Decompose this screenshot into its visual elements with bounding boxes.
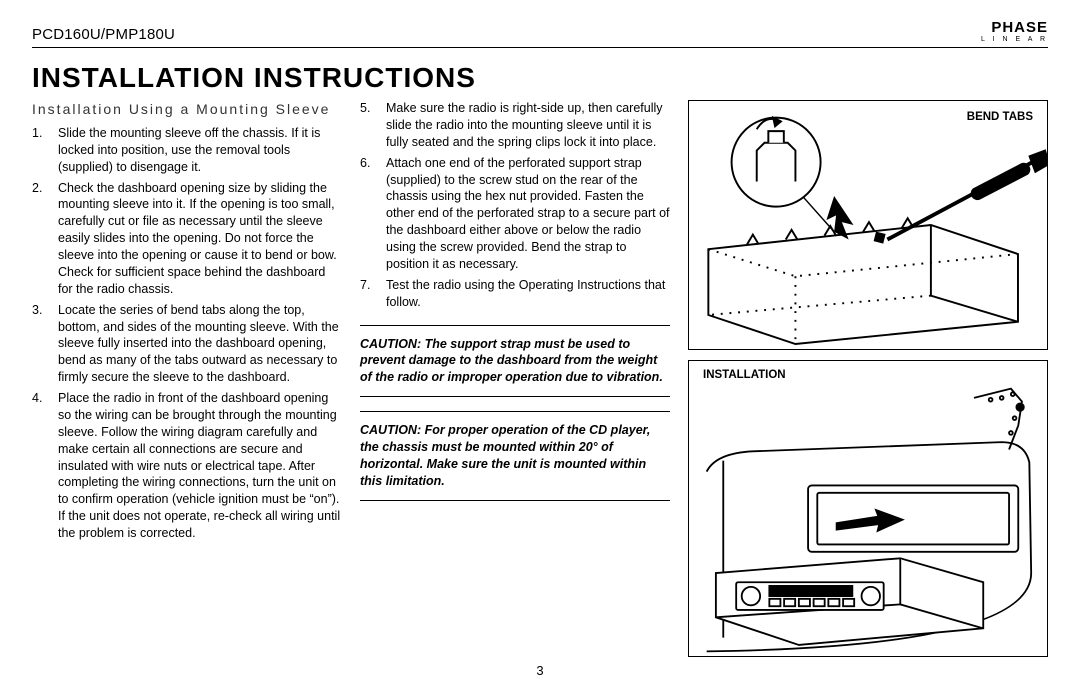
caution-rule <box>360 500 670 501</box>
caution-block: CAUTION: The support strap must be used … <box>360 325 670 398</box>
header: PCD160U/PMP180U PHASE L I N E A R <box>32 20 1048 48</box>
caution-block: CAUTION: For proper operation of the CD … <box>360 411 670 501</box>
figure-bend-tabs: BEND TABS <box>688 100 1048 350</box>
caution-text: CAUTION: For proper operation of the CD … <box>360 418 670 494</box>
instruction-step: Test the radio using the Operating Instr… <box>386 277 670 311</box>
radio-display-text: FM 106.7 <box>797 588 825 595</box>
page-number: 3 <box>32 663 1048 678</box>
caution-text: CAUTION: The support strap must be used … <box>360 332 670 391</box>
instruction-step: Make sure the radio is right-side up, th… <box>386 100 670 151</box>
manual-page: PCD160U/PMP180U PHASE L I N E A R INSTAL… <box>32 20 1048 678</box>
bend-tabs-illustration-icon <box>689 101 1047 349</box>
installation-illustration-icon: FM 106.7 <box>689 361 1047 656</box>
caution-rule <box>360 411 670 412</box>
figure-label: BEND TABS <box>967 111 1033 123</box>
caution-rule <box>360 325 670 326</box>
page-title: INSTALLATION INSTRUCTIONS <box>32 62 1048 94</box>
figure-installation: INSTALLATION <box>688 360 1048 657</box>
column-middle: Make sure the radio is right-side up, th… <box>360 100 670 657</box>
content-columns: Installation Using a Mounting Sleeve Sli… <box>32 100 1048 657</box>
model-number: PCD160U/PMP180U <box>32 26 175 43</box>
column-right: BEND TABS <box>688 100 1048 657</box>
brand-logo: PHASE L I N E A R <box>981 20 1048 43</box>
instruction-step: Check the dashboard opening size by slid… <box>58 180 342 298</box>
instruction-list-mid: Make sure the radio is right-side up, th… <box>360 100 670 311</box>
column-left: Installation Using a Mounting Sleeve Sli… <box>32 100 342 657</box>
instruction-step: Place the radio in front of the dashboar… <box>58 390 342 542</box>
brand-main-text: PHASE <box>991 20 1048 35</box>
instruction-list-left: Slide the mounting sleeve off the chassi… <box>32 125 342 542</box>
instruction-step: Locate the series of bend tabs along the… <box>58 302 342 386</box>
instruction-step: Attach one end of the perforated support… <box>386 155 670 273</box>
caution-rule <box>360 396 670 397</box>
section-subheading: Installation Using a Mounting Sleeve <box>32 100 342 119</box>
figure-label: INSTALLATION <box>703 369 786 381</box>
instruction-step: Slide the mounting sleeve off the chassi… <box>58 125 342 176</box>
brand-sub-text: L I N E A R <box>981 36 1048 43</box>
